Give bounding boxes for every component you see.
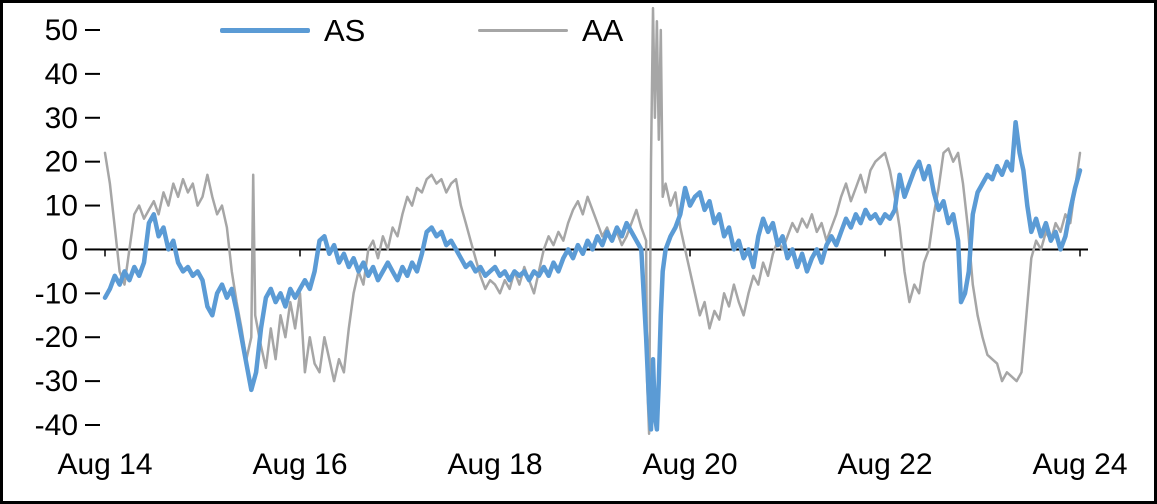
- y-tick-label: 30: [45, 102, 78, 135]
- y-tick-label: -10: [35, 277, 78, 310]
- x-tick-label: Aug 20: [642, 448, 737, 481]
- y-tick-label: 10: [45, 190, 78, 223]
- x-tick-label: Aug 18: [447, 448, 542, 481]
- y-tick-label: -20: [35, 321, 78, 354]
- y-tick-label: 50: [45, 14, 78, 47]
- y-tick-label: 20: [45, 146, 78, 179]
- y-tick-label: -40: [35, 409, 78, 442]
- series-line-aa: [103, 6, 1082, 436]
- x-tick-label: Aug 16: [252, 448, 347, 481]
- y-tick-label: 0: [61, 233, 78, 266]
- x-tick-label: Aug 24: [1032, 448, 1127, 481]
- y-tick-label: -30: [35, 365, 78, 398]
- x-tick-label: Aug 14: [57, 448, 152, 481]
- series-line-as: [102, 119, 1083, 432]
- plot-area: [102, 6, 1083, 436]
- y-tick-label: 40: [45, 58, 78, 91]
- x-tick-label: Aug 22: [837, 448, 932, 481]
